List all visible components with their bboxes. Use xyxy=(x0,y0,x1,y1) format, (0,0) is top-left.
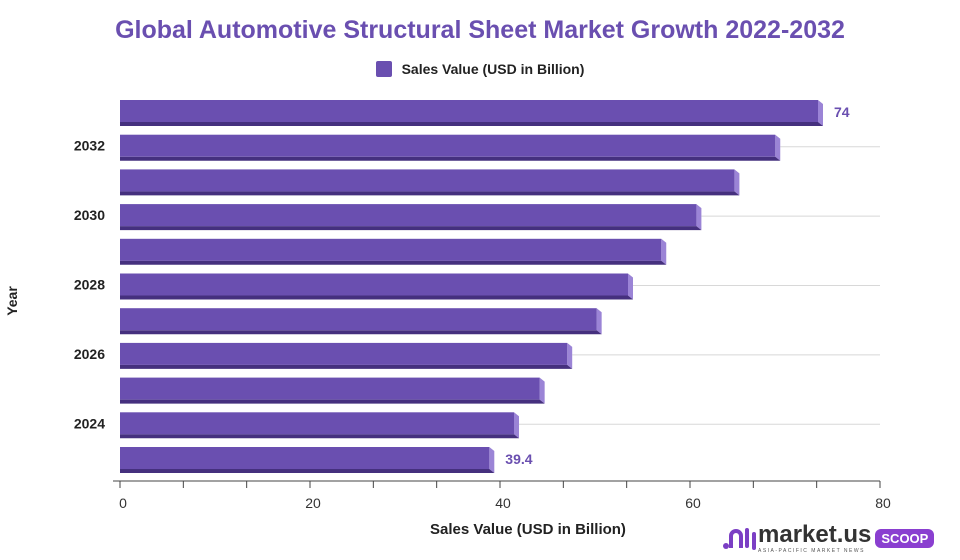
y-tick-label: 2032 xyxy=(74,138,105,154)
data-label: 74 xyxy=(834,104,850,120)
y-tick-label: 2026 xyxy=(74,346,105,362)
bar-edge xyxy=(734,169,740,196)
logo-badge: SCOOP xyxy=(875,529,935,548)
bar-edge xyxy=(661,238,667,265)
bar-shadow xyxy=(120,434,519,439)
bar xyxy=(120,100,818,122)
legend-label: Sales Value (USD in Billion) xyxy=(401,61,585,77)
bar-edge xyxy=(628,273,633,300)
x-tick-label: 20 xyxy=(305,495,321,511)
bar-shadow xyxy=(120,226,702,231)
bar-shadow xyxy=(120,295,633,300)
bar-edge xyxy=(818,100,823,126)
bar-edge xyxy=(596,308,602,335)
bar xyxy=(120,308,597,331)
bar xyxy=(120,238,662,261)
bar-chart: 74 2032 2030 2028 2026 2024 39.4 0 20 40 60 80 xyxy=(74,100,891,511)
logo-tagline: ASIA-PACIFIC MARKET NEWS xyxy=(758,548,865,554)
bar-shadow xyxy=(120,364,573,369)
bar-edge xyxy=(567,342,573,369)
bar-shadow xyxy=(120,191,740,196)
logo-mark-icon xyxy=(723,527,756,550)
x-tick-label: 60 xyxy=(685,495,701,511)
x-tick-label: 80 xyxy=(875,495,891,511)
bar-edge xyxy=(489,447,495,473)
logo: market.us ASIA-PACIFIC MARKET NEWS SCOOP xyxy=(722,521,935,555)
data-label: 39.4 xyxy=(505,451,532,467)
bar-edge xyxy=(775,134,781,161)
logo-brand: market.us xyxy=(758,521,872,548)
y-tick-label: 2030 xyxy=(74,207,105,223)
x-axis-label: Sales Value (USD in Billion) xyxy=(430,521,626,538)
bar-shadow xyxy=(120,399,545,404)
x-tick-label: 40 xyxy=(495,495,511,511)
bar xyxy=(120,447,490,469)
y-tick-label: 2024 xyxy=(74,415,105,431)
bar-edge xyxy=(696,204,702,231)
bar xyxy=(120,377,540,400)
bar-edge xyxy=(539,377,545,404)
y-tick-label: 2028 xyxy=(74,277,105,293)
bar-shadow xyxy=(120,260,667,265)
bar-edge xyxy=(514,412,519,439)
bar xyxy=(120,342,568,365)
bar-shadow xyxy=(120,330,602,335)
bar xyxy=(120,134,776,157)
x-tick-label: 0 xyxy=(119,495,127,511)
chart-title: Global Automotive Structural Sheet Marke… xyxy=(115,16,845,44)
bar xyxy=(120,204,697,227)
bar xyxy=(120,412,514,435)
legend-swatch xyxy=(375,61,392,77)
bar xyxy=(120,273,628,296)
bar-shadow xyxy=(120,156,781,161)
bar-shadow xyxy=(120,469,495,473)
bar-shadow xyxy=(120,122,823,126)
legend: Sales Value (USD in Billion) xyxy=(330,61,630,77)
bar xyxy=(120,169,735,192)
